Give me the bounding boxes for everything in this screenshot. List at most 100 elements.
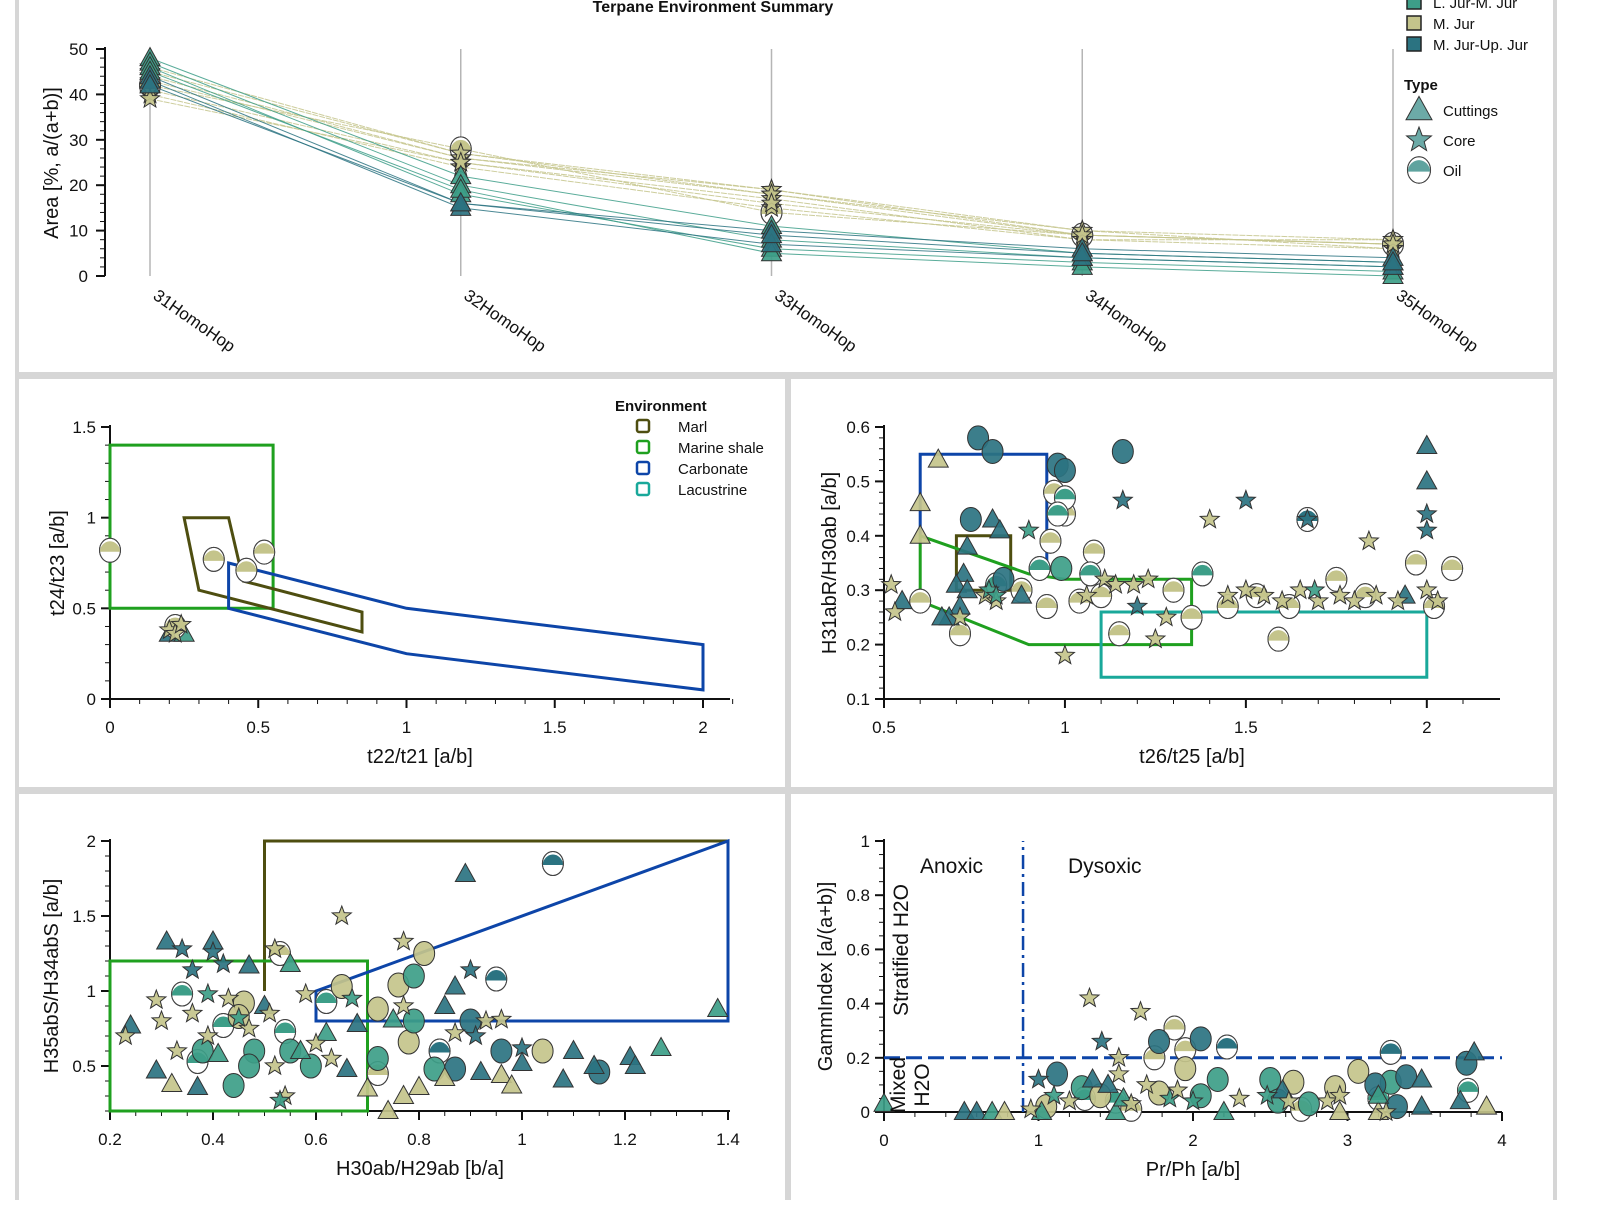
legend-item-type[interactable]: Core <box>1405 125 1476 152</box>
core-star-marker <box>949 605 971 627</box>
marl-region <box>182 516 364 634</box>
core-star-marker <box>490 1008 513 1029</box>
circle-marker <box>959 506 982 532</box>
cuttings-triangle-marker <box>1213 1100 1235 1120</box>
cuttings-triangle-marker <box>238 953 260 974</box>
cuttings-triangle-marker <box>449 191 472 212</box>
x-tick-label: 1 <box>1034 1131 1043 1150</box>
x-tick-label: 0.5 <box>872 718 896 737</box>
core-star-marker <box>1104 573 1127 595</box>
core-star-marker <box>181 958 204 980</box>
scatter-plot-2: 0.5 1 1.5 2 0.1 0.2 0.3 0.4 0.5 0.6 t26/t25 [a/b] H… <box>819 418 1500 768</box>
age-type-legend: L. Jur-M. Jur M. Jur M. Jur-Up. Jur Type Cut… <box>1404 0 1528 184</box>
x-tick-label: 1 <box>1060 718 1069 737</box>
core-star-marker <box>1017 518 1040 540</box>
cuttings-triangle-marker <box>315 1021 338 1041</box>
oil-marker <box>948 621 971 647</box>
cuttings-triangle-marker <box>956 578 979 599</box>
x-tick-label: 3 <box>1343 1131 1352 1150</box>
x-tick-label: 1 <box>517 1130 526 1149</box>
oil-marker <box>909 588 932 614</box>
legend-item-environment[interactable]: Carbonate <box>635 460 748 478</box>
x-tick-label: 1.5 <box>1234 718 1258 737</box>
core-star-marker <box>202 940 224 962</box>
oil-marker <box>235 557 258 583</box>
cuttings-triangle-marker <box>993 1100 1016 1120</box>
core-star-marker <box>1426 589 1449 611</box>
legend-swatch <box>635 460 651 476</box>
core-star-marker <box>1043 1084 1065 1105</box>
core-star-marker <box>166 1039 188 1061</box>
cuttings-triangle-marker <box>382 1007 405 1028</box>
oil-marker <box>1325 566 1348 592</box>
y-tick-label: 0.2 <box>846 1049 870 1068</box>
y-tick-label: 0.4 <box>846 995 870 1014</box>
cuttings-triangle-marker <box>1097 1073 1119 1093</box>
core-star-marker <box>1058 1089 1081 1111</box>
oil-marker <box>485 966 508 992</box>
core-star-marker <box>1415 518 1438 540</box>
category-label: 32HomoHop <box>460 286 549 356</box>
oil-marker <box>1039 528 1062 554</box>
cuttings-triangle-marker <box>1030 1100 1053 1120</box>
cuttings-triangle-marker <box>988 518 1011 539</box>
legend-item-type[interactable]: Cuttings <box>1405 95 1498 121</box>
legend-label: Core <box>1443 133 1476 150</box>
core-star-marker <box>1129 1000 1152 1021</box>
cuttings-triangle-marker <box>356 1076 379 1097</box>
legend-swatch <box>635 481 651 497</box>
cuttings-triangle-marker <box>706 997 729 1017</box>
cuttings-triangle-marker <box>490 1063 513 1083</box>
circle-marker <box>1347 1058 1370 1084</box>
legend-item-type[interactable]: Oil <box>1406 156 1461 184</box>
h2o-annotation: H2O <box>911 1063 934 1106</box>
oil-marker <box>1180 604 1203 630</box>
circle-marker <box>992 566 1015 592</box>
data-points <box>114 851 729 1119</box>
core-star-marker <box>1296 508 1319 529</box>
circle-marker <box>1189 1026 1212 1052</box>
legend-label: M. Jur <box>1433 16 1475 33</box>
x-tick-label: 2 <box>1422 718 1431 737</box>
core-star-marker <box>330 904 353 926</box>
legend-item-environment[interactable]: Marl <box>635 418 707 436</box>
core-star-marker <box>880 573 903 595</box>
core-star-marker <box>196 1024 219 1046</box>
circle-marker <box>967 425 990 451</box>
core-star-marker <box>1111 488 1134 510</box>
cuttings-triangle-marker <box>927 448 950 468</box>
core-star-marker <box>1144 627 1167 649</box>
legend-item-age[interactable]: L. Jur-M. Jur <box>1406 0 1517 12</box>
core-star-marker <box>294 982 317 1004</box>
oil-marker <box>1046 501 1069 527</box>
core-star-marker <box>1182 1089 1204 1111</box>
core-star-marker <box>1387 589 1409 611</box>
core-star-marker <box>1303 578 1326 600</box>
core-star-marker <box>1415 502 1438 524</box>
circle-marker <box>1395 1064 1418 1090</box>
y-tick-label: 1 <box>87 982 96 1001</box>
legend-item-environment[interactable]: Lacustrine <box>635 481 747 499</box>
y-tick-label: 0.8 <box>846 886 870 905</box>
cuttings-triangle-marker <box>956 535 979 555</box>
legend-item-age[interactable]: M. Jur <box>1406 15 1475 33</box>
legend-label: L. Jur-M. Jur <box>1433 0 1517 12</box>
core-star-marker <box>1137 567 1160 589</box>
oil-marker <box>1079 561 1102 587</box>
core-star-marker <box>1107 1046 1130 1068</box>
circle-marker <box>1174 1056 1197 1082</box>
core-star-marker <box>1228 1087 1251 1108</box>
legend-item-age[interactable]: M. Jur-Up. Jur <box>1406 36 1528 54</box>
y-tick-label: 20 <box>69 176 88 195</box>
core-star-marker <box>1120 1092 1143 1114</box>
legend-item-environment[interactable]: Marine shale <box>635 439 764 457</box>
core-star-marker <box>263 1054 286 1076</box>
legend-label: Oil <box>1443 163 1461 180</box>
y-tick-label: 1.5 <box>72 907 96 926</box>
x-tick-label: 1.5 <box>543 718 567 737</box>
legend-label: Cuttings <box>1443 103 1498 120</box>
x-tick-label: 1.2 <box>613 1130 637 1149</box>
core-star-marker <box>1107 1062 1130 1084</box>
core-star-marker <box>212 952 235 974</box>
x-tick-label: 0.4 <box>201 1130 225 1149</box>
